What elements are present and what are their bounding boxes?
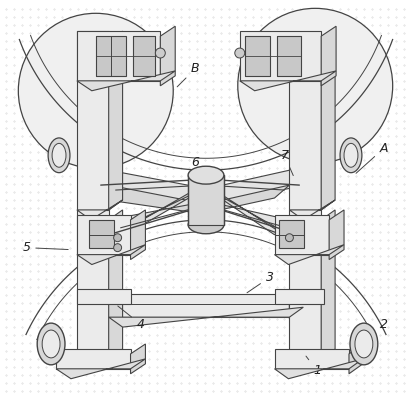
Circle shape (238, 8, 393, 163)
Polygon shape (131, 210, 145, 260)
Polygon shape (109, 307, 303, 327)
Polygon shape (77, 215, 131, 254)
Circle shape (155, 48, 165, 58)
Polygon shape (321, 26, 336, 86)
Polygon shape (77, 245, 145, 264)
Ellipse shape (188, 166, 224, 184)
Text: A: A (356, 142, 388, 173)
Ellipse shape (340, 138, 362, 173)
Circle shape (114, 244, 122, 252)
Polygon shape (56, 349, 131, 369)
Circle shape (286, 234, 293, 242)
Text: 4: 4 (118, 306, 145, 331)
Polygon shape (329, 210, 344, 260)
Polygon shape (77, 289, 131, 304)
Polygon shape (274, 289, 324, 304)
Polygon shape (77, 71, 175, 91)
Ellipse shape (355, 330, 373, 358)
Ellipse shape (52, 143, 66, 167)
Ellipse shape (42, 330, 60, 358)
Polygon shape (201, 185, 289, 235)
Polygon shape (109, 210, 123, 359)
Polygon shape (94, 185, 224, 217)
Polygon shape (321, 36, 335, 210)
Circle shape (235, 48, 245, 58)
Polygon shape (77, 31, 109, 210)
Polygon shape (321, 210, 335, 359)
Polygon shape (77, 200, 123, 220)
Polygon shape (133, 36, 155, 76)
Polygon shape (289, 291, 303, 319)
Text: 1: 1 (306, 356, 321, 377)
Ellipse shape (350, 323, 378, 365)
Polygon shape (91, 170, 211, 205)
Polygon shape (109, 185, 211, 235)
Ellipse shape (188, 216, 224, 234)
Ellipse shape (37, 323, 65, 365)
Polygon shape (160, 26, 175, 86)
Polygon shape (131, 344, 145, 374)
Polygon shape (274, 349, 349, 369)
Polygon shape (349, 344, 363, 374)
Ellipse shape (48, 138, 70, 173)
Text: 6: 6 (191, 156, 199, 182)
Polygon shape (240, 71, 336, 91)
Circle shape (114, 234, 122, 242)
Polygon shape (56, 359, 145, 379)
Polygon shape (188, 185, 289, 217)
Polygon shape (274, 215, 329, 254)
Polygon shape (240, 31, 321, 81)
Polygon shape (245, 36, 269, 76)
Polygon shape (188, 173, 304, 248)
Polygon shape (77, 210, 109, 359)
Polygon shape (201, 170, 307, 205)
Text: 3: 3 (247, 271, 274, 293)
Text: 2: 2 (366, 318, 388, 342)
Polygon shape (289, 210, 321, 359)
Polygon shape (274, 359, 363, 379)
Polygon shape (109, 294, 289, 317)
Polygon shape (96, 36, 126, 76)
Polygon shape (289, 200, 335, 220)
Text: B: B (177, 62, 199, 87)
Circle shape (18, 13, 173, 168)
Polygon shape (94, 173, 224, 248)
Ellipse shape (344, 143, 358, 167)
Polygon shape (276, 36, 301, 76)
Bar (89, 220, 114, 248)
Polygon shape (77, 31, 160, 81)
Text: 5: 5 (22, 241, 68, 254)
Polygon shape (274, 245, 344, 264)
Polygon shape (289, 36, 321, 210)
Polygon shape (109, 31, 123, 210)
Text: 7: 7 (281, 149, 293, 175)
Bar (279, 220, 304, 248)
Bar (188, 175, 224, 225)
